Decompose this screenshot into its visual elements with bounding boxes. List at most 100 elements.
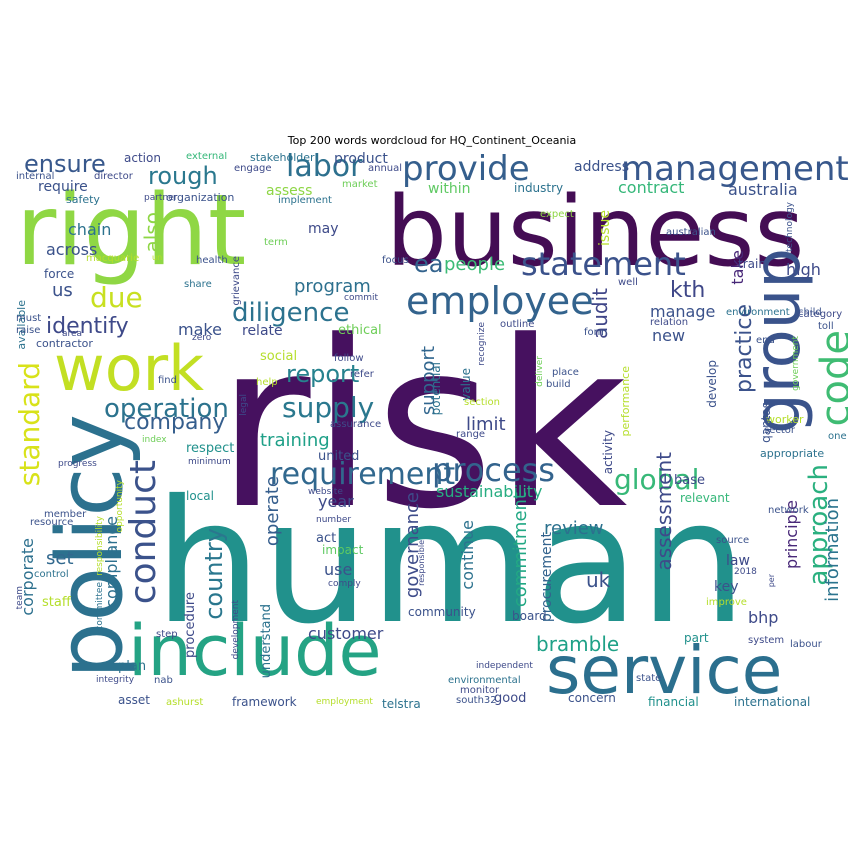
word-responsibility: responsibility <box>95 516 105 576</box>
word-nab: nab <box>154 675 173 686</box>
word-work: work <box>54 332 205 405</box>
word-external: external <box>186 152 228 162</box>
word-qantas: qantas <box>759 402 773 443</box>
word-part: part <box>684 631 709 645</box>
word-control: control <box>34 569 69 580</box>
word-system: system <box>748 635 785 646</box>
word-standard: standard <box>16 362 46 487</box>
word-annual: annual <box>368 163 403 174</box>
word-category: category <box>798 309 843 320</box>
chart-title: Top 200 words wordcloud for HQ_Continent… <box>287 134 577 147</box>
word-director: director <box>94 171 133 182</box>
word-make: make <box>178 320 222 339</box>
word-one: one <box>828 431 847 442</box>
word-term: term <box>264 237 288 248</box>
word-chain: chain <box>68 220 112 239</box>
word-plan: plan <box>118 659 147 674</box>
word-un: un <box>152 253 163 262</box>
word-training: training <box>260 430 330 451</box>
word-value: value <box>459 368 473 401</box>
word-assessment: assessment <box>652 452 676 571</box>
word-supply: supply <box>282 391 375 424</box>
word-ethical: ethical <box>338 323 382 338</box>
word-conduct: conduct <box>123 460 164 605</box>
word-help: help <box>256 377 278 388</box>
word-identify: identify <box>46 314 129 339</box>
word-build: build <box>546 379 571 390</box>
word-limit: limit <box>466 414 506 435</box>
word-new: new <box>652 326 686 345</box>
word-comply: comply <box>328 579 361 589</box>
word-appropriate: appropriate <box>760 447 825 460</box>
word-require: require <box>38 179 88 195</box>
word-code: code <box>813 330 848 427</box>
word-key: key <box>714 579 739 595</box>
word-labor: labor <box>286 152 363 184</box>
word-independent: independent <box>476 661 533 671</box>
word-requirement: requirement <box>270 457 456 492</box>
word-per: per <box>767 574 776 588</box>
word-relation: relation <box>650 317 689 328</box>
word-south32: south32 <box>456 695 497 706</box>
word-management: management <box>621 152 848 189</box>
word-form: form <box>584 327 608 338</box>
word-ensure: ensure <box>24 152 106 178</box>
word-us: us <box>52 280 73 301</box>
word-must: must <box>16 313 42 324</box>
word-share: share <box>184 279 212 290</box>
word-concern: concern <box>568 691 616 705</box>
word-program: program <box>294 276 371 297</box>
word-committee: committee <box>95 582 105 631</box>
word-staff: staff <box>42 595 71 610</box>
word-environment: environment <box>726 307 790 318</box>
word-process: process <box>432 451 555 489</box>
word-recognize: recognize <box>477 322 487 366</box>
word-opportunity: opportunity <box>115 480 125 533</box>
word-employment: employment <box>316 697 373 707</box>
word-good: good <box>494 691 527 706</box>
word-sustainability: sustainability <box>436 482 543 501</box>
word-engage: engage <box>234 163 272 174</box>
word-2018: 2018 <box>734 567 757 577</box>
word-refer: refer <box>350 369 374 380</box>
word-team: team <box>16 586 25 610</box>
word-include: include <box>128 610 382 692</box>
word-financial: financial <box>648 695 699 709</box>
word-ashurst: ashurst <box>166 697 204 708</box>
word-provide: provide <box>402 152 530 189</box>
word-base: base <box>674 473 705 488</box>
word-activity: activity <box>601 430 615 475</box>
word-issue: issue <box>597 210 613 246</box>
word-network: network <box>768 505 809 516</box>
word-macquarie: macquarie <box>86 253 140 264</box>
word-framework: framework <box>232 695 297 709</box>
word-also: also <box>140 212 164 253</box>
word-operate: operate <box>262 476 283 547</box>
word-business: business <box>386 176 805 288</box>
word-across: across <box>46 240 98 259</box>
word-expect: expect <box>540 209 574 220</box>
word-deliver: deliver <box>535 356 545 387</box>
word-implement: implement <box>278 195 332 206</box>
word-zero: zero <box>192 333 212 343</box>
word-law: law <box>726 553 750 569</box>
word-industry: industry <box>514 181 564 195</box>
word-sector: sector <box>764 425 796 436</box>
word-manage: manage <box>650 302 716 321</box>
word-relate: relate <box>242 323 283 339</box>
word-integrity: integrity <box>96 675 135 685</box>
word-bramble: bramble <box>536 632 620 656</box>
word-safety: safety <box>66 193 100 206</box>
word-review: review <box>544 518 604 539</box>
word-health: health <box>196 255 228 266</box>
word-continue: continue <box>458 520 477 590</box>
word-legal: legal <box>239 394 249 416</box>
word-social: social <box>260 349 298 364</box>
word-procedure: procedure <box>183 592 198 658</box>
word-area: area <box>62 329 83 339</box>
word-contractor: contractor <box>36 337 93 350</box>
word-worker: worker <box>766 413 804 426</box>
word-commitment: commitment <box>510 492 531 608</box>
word-bhp: bhp <box>748 608 779 627</box>
word-australian: australian <box>666 227 716 238</box>
